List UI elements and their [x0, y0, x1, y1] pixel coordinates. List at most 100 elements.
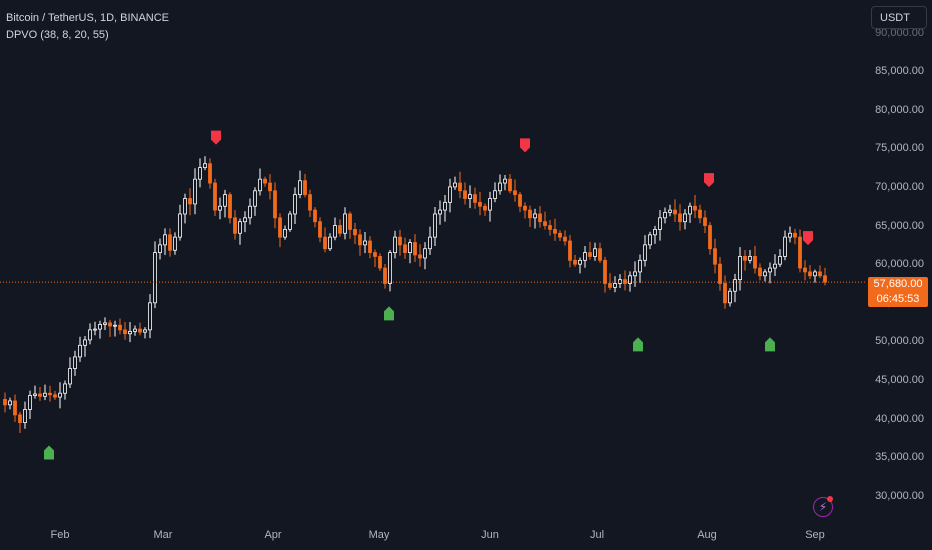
- candle-body: [493, 190, 497, 199]
- price-tick: 80,000.00: [875, 104, 924, 116]
- candle-body: [388, 252, 392, 284]
- candle-body: [528, 209, 532, 219]
- candle-body: [768, 267, 772, 273]
- price-tick-partial-top: 90,000.00: [875, 27, 924, 39]
- candle-body: [758, 267, 762, 277]
- currency-button[interactable]: USDT: [871, 6, 927, 29]
- candle-body: [288, 213, 292, 230]
- candle-body: [188, 198, 192, 205]
- chart-area[interactable]: [0, 0, 866, 520]
- candle-body: [523, 205, 527, 211]
- buy-signal-marker: [44, 445, 54, 460]
- candle-body: [233, 217, 237, 234]
- candle-body: [73, 356, 77, 369]
- time-scale[interactable]: Feb Mar Apr May Jun Jul Aug Sep: [0, 520, 866, 550]
- candle-body: [303, 180, 307, 196]
- candle-body: [728, 290, 732, 304]
- legend: Bitcoin / TetherUS, 1D, BINANCE DPVO (38…: [6, 10, 169, 44]
- sell-signal-marker: [520, 138, 530, 153]
- candle-body: [148, 302, 152, 331]
- price-tick: 35,000.00: [875, 451, 924, 463]
- candle-body: [663, 212, 667, 219]
- candle-body: [698, 209, 702, 219]
- candle-body: [363, 240, 367, 246]
- candle-body: [123, 329, 127, 335]
- candle-body: [68, 368, 72, 385]
- candle-body: [518, 194, 522, 207]
- candle-body: [463, 190, 467, 199]
- price-tick: 40,000.00: [875, 413, 924, 425]
- candle-body: [278, 217, 282, 238]
- candle-body: [593, 248, 597, 257]
- candle-body: [473, 194, 477, 203]
- candle-body: [718, 263, 722, 284]
- candle-body: [688, 205, 692, 215]
- candle-body: [103, 322, 107, 325]
- candle-body: [263, 178, 267, 184]
- lightning-icon[interactable]: ⚡: [813, 497, 833, 517]
- time-tick: Feb: [50, 529, 70, 541]
- candle-body: [573, 259, 577, 265]
- candle-body: [513, 190, 517, 196]
- indicator-title[interactable]: DPVO (38, 8, 20, 55): [6, 29, 109, 41]
- candle-body: [678, 213, 682, 223]
- candle-body: [53, 394, 57, 398]
- candle-body: [248, 205, 252, 219]
- candle-body: [623, 279, 627, 284]
- candle-body: [598, 248, 602, 261]
- candle-body: [793, 232, 797, 238]
- candle-body: [243, 217, 247, 223]
- price-tick: 30,000.00: [875, 490, 924, 502]
- candle-body: [538, 213, 542, 223]
- candle-body: [483, 205, 487, 211]
- time-tick: Sep: [805, 529, 825, 541]
- candle-body: [353, 229, 357, 236]
- candle-body: [118, 324, 122, 331]
- candle-body: [83, 339, 87, 346]
- candle-body: [708, 225, 712, 250]
- candle-body: [428, 236, 432, 250]
- candlestick-chart[interactable]: [0, 0, 866, 520]
- candle-body: [448, 186, 452, 203]
- candle-body: [253, 190, 257, 207]
- candle-body: [413, 242, 417, 256]
- candle-body: [298, 180, 302, 196]
- candle-body: [548, 225, 552, 230]
- candle-body: [613, 283, 617, 288]
- price-tick: 60,000.00: [875, 258, 924, 270]
- candle-body: [418, 254, 422, 259]
- candle-body: [753, 256, 757, 269]
- candle-body: [588, 252, 592, 257]
- price-tick: 65,000.00: [875, 220, 924, 232]
- candle-body: [28, 395, 32, 410]
- candle-body: [98, 324, 102, 330]
- candle-body: [633, 271, 637, 277]
- candle-body: [423, 248, 427, 259]
- symbol-title[interactable]: Bitcoin / TetherUS, 1D, BINANCE: [6, 12, 170, 24]
- candle-body: [508, 178, 512, 192]
- price-scale[interactable]: 90,000.00 85,000.00 80,000.00 75,000.00 …: [866, 0, 932, 520]
- candle-body: [258, 178, 262, 192]
- candle-body: [763, 271, 767, 277]
- candle-body: [553, 229, 557, 234]
- candle-body: [563, 236, 567, 242]
- candle-body: [578, 259, 582, 265]
- candle-body: [168, 234, 172, 251]
- candle-body: [468, 194, 472, 199]
- price-tick: 85,000.00: [875, 65, 924, 77]
- candle-body: [788, 232, 792, 238]
- candle-body: [63, 383, 67, 394]
- candle-body: [503, 178, 507, 184]
- candle-body: [228, 194, 232, 219]
- sell-signal-marker: [704, 173, 714, 188]
- candle-body: [438, 209, 442, 215]
- candle-body: [533, 213, 537, 219]
- candle-body: [713, 248, 717, 265]
- candle-body: [313, 209, 317, 223]
- candle-body: [108, 322, 112, 327]
- candle-body: [283, 229, 287, 238]
- candle-body: [403, 244, 407, 253]
- candle-body: [638, 259, 642, 273]
- candle-body: [608, 283, 612, 288]
- candle-body: [803, 267, 807, 273]
